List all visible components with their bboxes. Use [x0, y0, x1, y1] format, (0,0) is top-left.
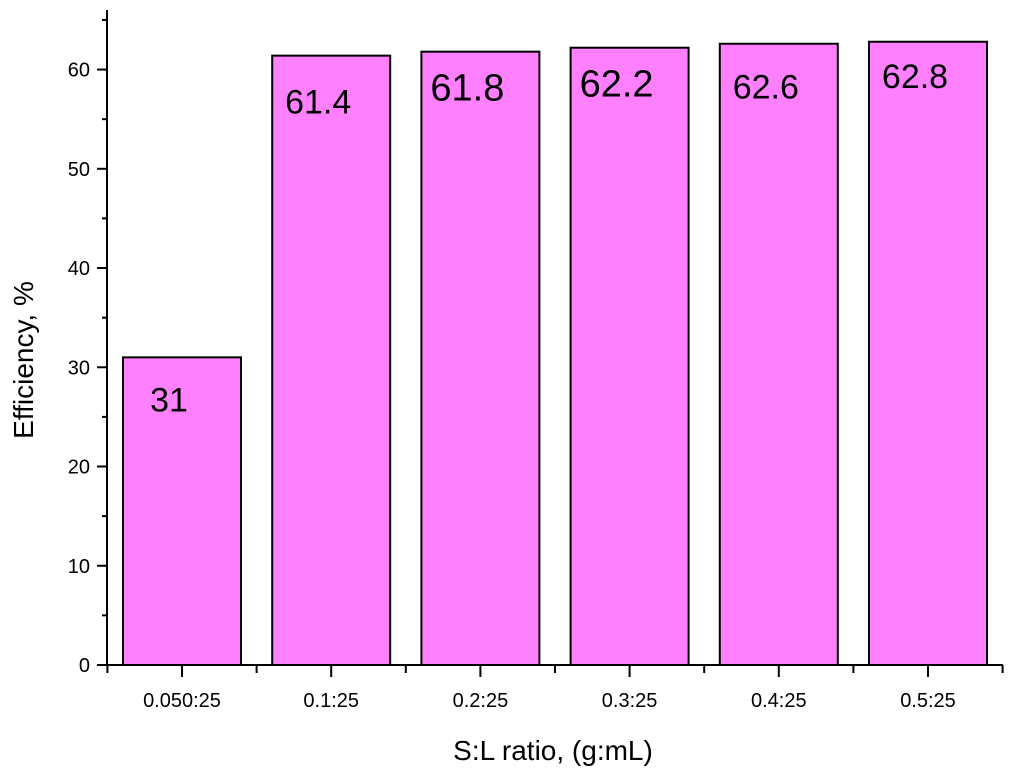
- data-labels-group: 31 61.4 61.8 62.2 62.6 62.8: [150, 58, 948, 420]
- x-axis: 0.050:25 0.1:25 0.2:25 0.3:25 0.4:25 0.5:25: [106, 664, 1004, 712]
- data-label-2: 61.8: [430, 68, 504, 110]
- x-axis-title: S:L ratio, (g:mL): [453, 735, 653, 766]
- data-label-0: 31: [150, 381, 188, 419]
- y-axis: 0 10 20 30 40 50 60: [68, 10, 108, 677]
- data-label-5: 62.8: [882, 58, 948, 96]
- bar-3: [569, 46, 690, 667]
- bar-5: [868, 40, 988, 667]
- data-label-3: 62.2: [580, 64, 654, 106]
- x-tick-label: 0.2:25: [453, 690, 509, 712]
- data-label-1: 61.4: [285, 84, 351, 122]
- bar-0: [122, 356, 242, 666]
- bar-4: [718, 42, 839, 666]
- x-tick-label: 0.5:25: [900, 690, 956, 712]
- bar-2: [420, 50, 541, 666]
- data-label-4: 62.6: [733, 69, 799, 107]
- y-tick-label: 10: [68, 556, 90, 578]
- bars-group: [122, 40, 988, 667]
- y-tick-label: 0: [79, 655, 90, 677]
- y-tick-label: 40: [68, 258, 90, 280]
- bar-1: [271, 54, 392, 667]
- y-tick-label: 30: [68, 357, 90, 379]
- x-tick-label: 0.1:25: [303, 690, 359, 712]
- y-tick-label: 50: [68, 159, 90, 181]
- y-tick-label: 60: [68, 60, 90, 82]
- x-tick-label: 0.050:25: [143, 690, 221, 712]
- x-tick-label: 0.3:25: [602, 690, 658, 712]
- x-tick-label: 0.4:25: [751, 690, 807, 712]
- y-axis-title: Efficiency, %: [8, 281, 39, 439]
- y-tick-label: 20: [68, 457, 90, 479]
